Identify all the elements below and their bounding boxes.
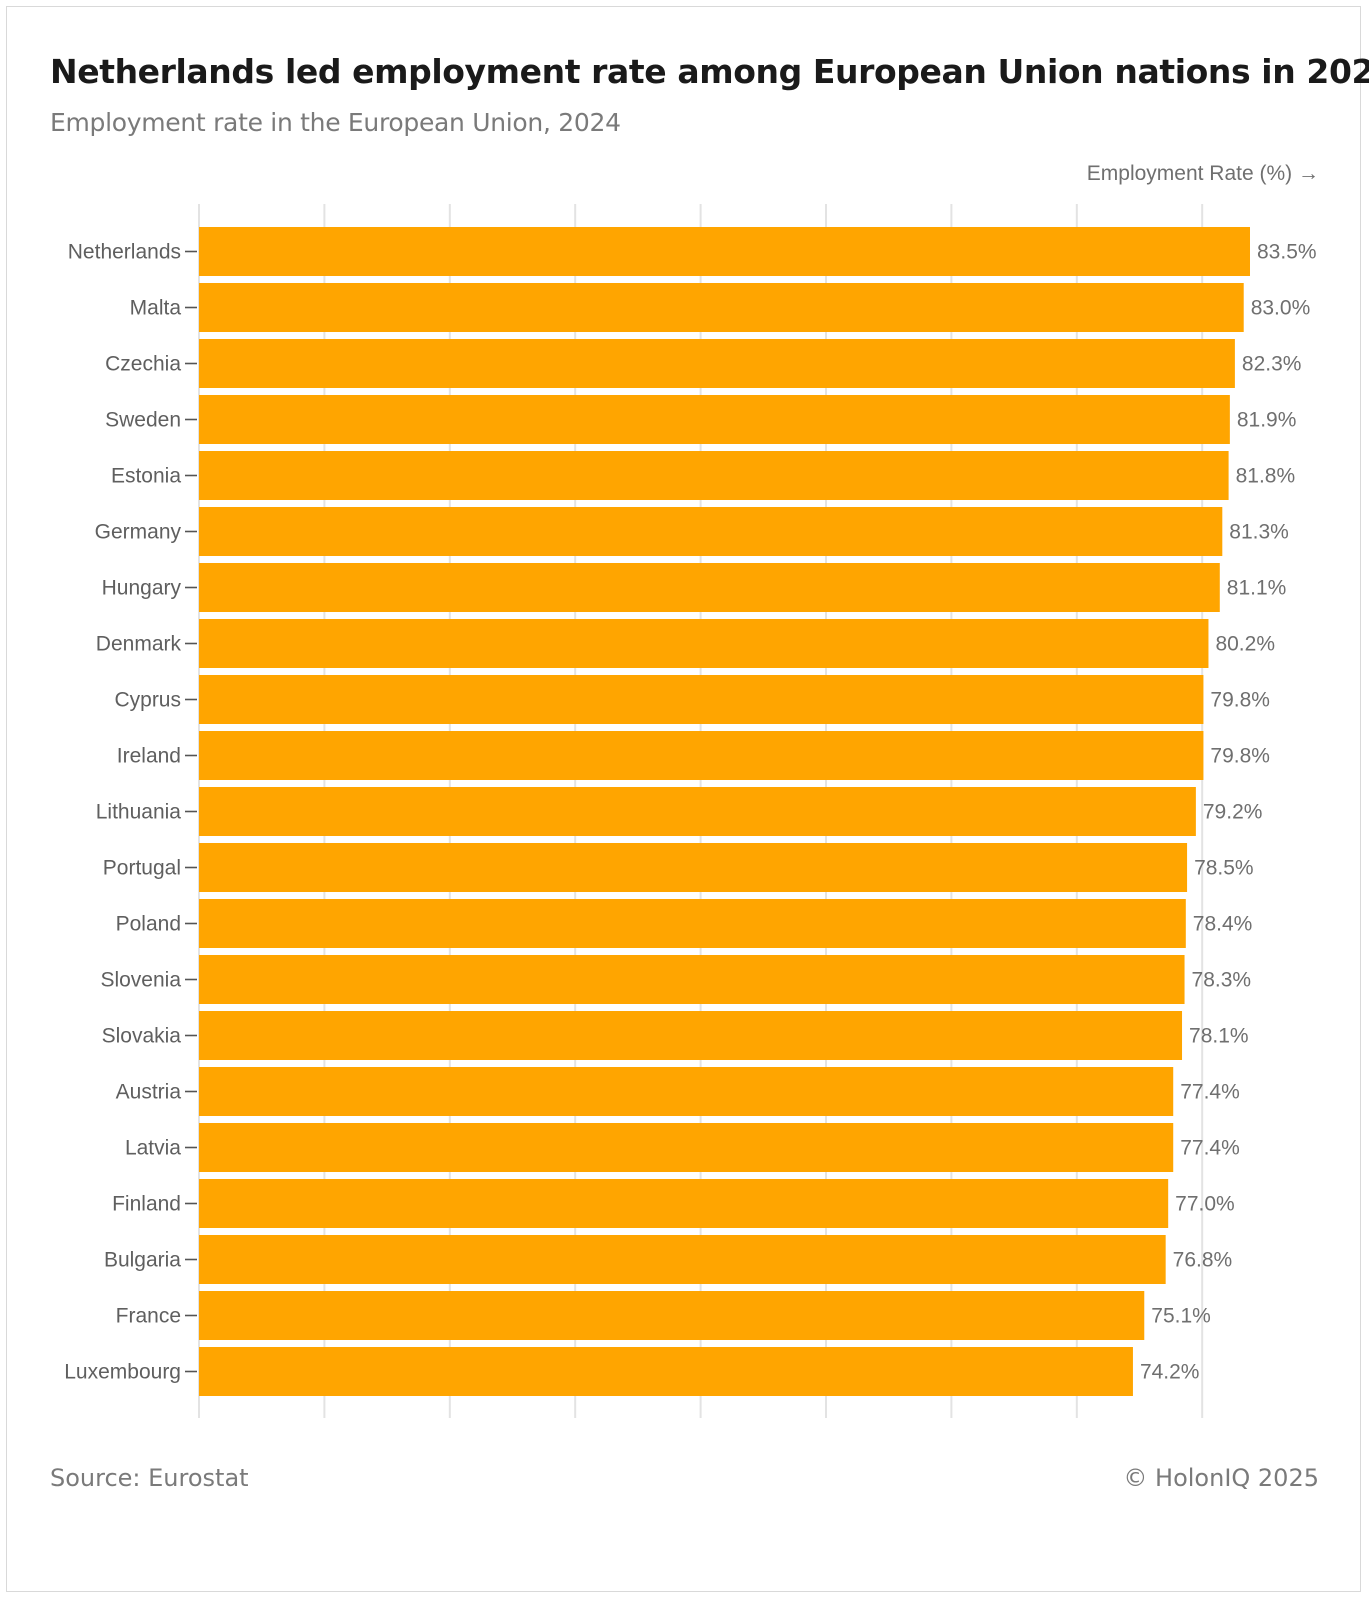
data-label: 80.2% xyxy=(1215,633,1275,656)
bar-latvia xyxy=(199,1123,1174,1172)
data-label: 79.2% xyxy=(1203,801,1263,824)
source-note: Source: Eurostat xyxy=(50,1464,249,1492)
data-label: 83.0% xyxy=(1251,297,1311,320)
y-tick-label: Bulgaria xyxy=(104,1249,181,1272)
bar-estonia xyxy=(199,451,1229,500)
bar-netherlands xyxy=(199,227,1250,276)
y-tick-label: Malta xyxy=(130,297,182,320)
y-tick-label: Latvia xyxy=(125,1137,181,1160)
data-label: 83.5% xyxy=(1257,241,1317,264)
bar-denmark xyxy=(199,619,1209,668)
bar-germany xyxy=(199,507,1223,556)
bar-portugal xyxy=(199,843,1188,892)
data-label: 78.1% xyxy=(1189,1025,1249,1048)
bar-slovenia xyxy=(199,955,1185,1004)
bar-czechia xyxy=(199,339,1235,388)
y-tick-label: Cyprus xyxy=(114,689,181,712)
bar-france xyxy=(199,1291,1145,1340)
data-label: 81.9% xyxy=(1237,409,1297,432)
y-tick-label: Denmark xyxy=(96,633,182,656)
copyright-note: © HolonIQ 2025 xyxy=(1123,1464,1319,1492)
y-tick-label: Lithuania xyxy=(96,801,182,824)
data-label: 78.3% xyxy=(1192,969,1252,992)
data-label: 77.0% xyxy=(1175,1193,1235,1216)
chart-title: Netherlands led employment rate among Eu… xyxy=(50,52,1369,91)
bar-poland xyxy=(199,899,1186,948)
data-label: 81.3% xyxy=(1229,521,1289,544)
y-tick-label: Luxembourg xyxy=(64,1361,181,1384)
bar-luxembourg xyxy=(199,1347,1133,1396)
y-tick-label: Sweden xyxy=(105,409,181,432)
x-axis-label: Employment Rate (%) → xyxy=(1086,162,1319,185)
y-tick-label: France xyxy=(116,1305,181,1328)
bar-malta xyxy=(199,283,1244,332)
bar-cyprus xyxy=(199,675,1204,724)
data-label: 74.2% xyxy=(1140,1361,1200,1384)
y-tick-label: Slovakia xyxy=(102,1025,182,1048)
data-label: 79.8% xyxy=(1210,689,1270,712)
bar-ireland xyxy=(199,731,1204,780)
bar-finland xyxy=(199,1179,1169,1228)
chart-subtitle: Employment rate in the European Union, 2… xyxy=(50,108,621,137)
data-label: 78.5% xyxy=(1194,857,1254,880)
y-tick-label: Finland xyxy=(112,1193,181,1216)
y-tick-label: Germany xyxy=(95,521,182,544)
y-tick-label: Netherlands xyxy=(68,241,181,264)
y-tick-label: Hungary xyxy=(102,577,182,600)
y-tick-label: Austria xyxy=(116,1081,182,1104)
y-tick-label: Poland xyxy=(116,913,181,936)
y-tick-label: Czechia xyxy=(105,353,181,376)
data-label: 77.4% xyxy=(1180,1081,1240,1104)
bar-lithuania xyxy=(199,787,1196,836)
data-label: 78.4% xyxy=(1193,913,1253,936)
data-label: 81.1% xyxy=(1227,577,1287,600)
bar-bulgaria xyxy=(199,1235,1166,1284)
y-tick-label: Slovenia xyxy=(100,969,181,992)
data-label: 79.8% xyxy=(1210,745,1270,768)
y-tick-label: Ireland xyxy=(117,745,181,768)
bar-hungary xyxy=(199,563,1220,612)
data-label: 82.3% xyxy=(1242,353,1302,376)
data-label: 76.8% xyxy=(1173,1249,1233,1272)
y-tick-label: Portugal xyxy=(103,857,181,880)
bar-austria xyxy=(199,1067,1174,1116)
bar-slovakia xyxy=(199,1011,1183,1060)
data-label: 81.8% xyxy=(1236,465,1296,488)
y-tick-label: Estonia xyxy=(111,465,181,488)
bar-sweden xyxy=(199,395,1230,444)
data-label: 77.4% xyxy=(1180,1137,1240,1160)
data-label: 75.1% xyxy=(1151,1305,1211,1328)
